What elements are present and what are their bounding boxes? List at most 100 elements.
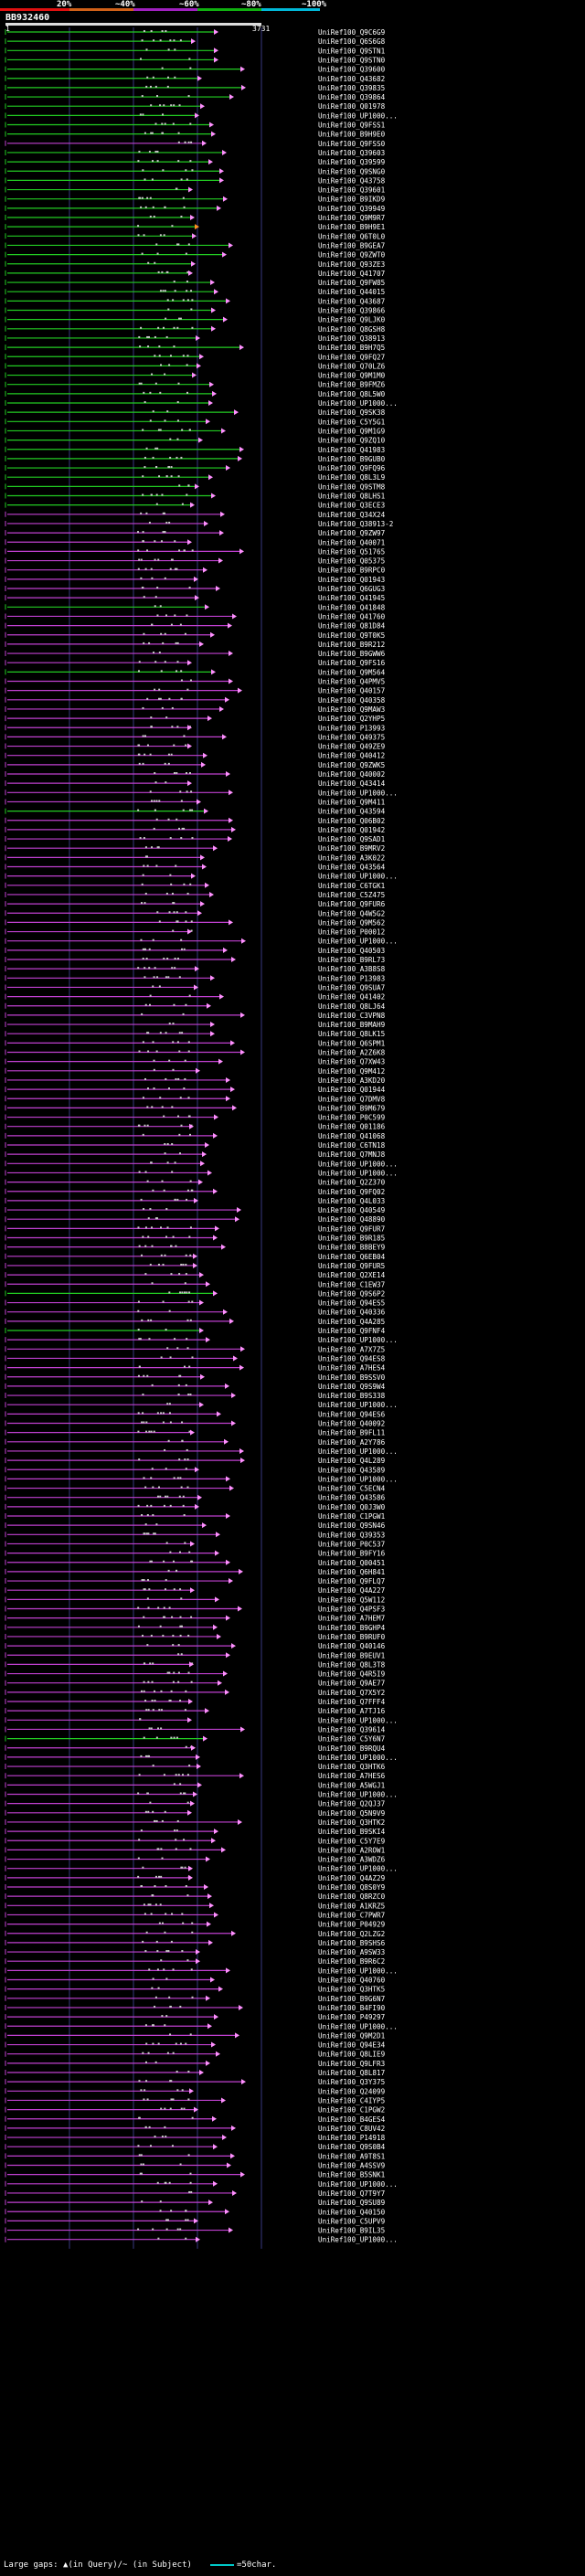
- hit-label: UniRef100_C4IYP5: [318, 2096, 385, 2104]
- hit-label: UniRef100_Q40503: [318, 947, 385, 955]
- gap-marker: [191, 1560, 194, 1563]
- gap-marker: [150, 1477, 153, 1479]
- gap-marker: [190, 790, 193, 793]
- gap-marker: [174, 567, 176, 570]
- hit-label: UniRef100_Q00451: [318, 1559, 386, 1567]
- gap-marker: [142, 531, 144, 534]
- hit-label: UniRef100_Q01944: [318, 1086, 386, 1094]
- hit-row: UniRef100_Q9M562: [5, 918, 385, 927]
- gap-marker: [150, 716, 153, 719]
- hit-row: UniRef100_Q7MNJ8: [5, 1150, 386, 1159]
- hit-arrow: [231, 957, 236, 962]
- gap-marker: [157, 429, 160, 431]
- gap-marker: [179, 1783, 182, 1786]
- hit-row: UniRef100_Q2Z370: [5, 1179, 386, 1187]
- hit-row: UniRef100_B9H9E0: [5, 131, 386, 139]
- hit-label: UniRef100_A7X7Z5: [318, 1345, 385, 1353]
- hit-label: UniRef100_Q4A285: [318, 1318, 385, 1326]
- hit-label: UniRef100_Q40336: [318, 1309, 386, 1317]
- hit-row: UniRef100_Q4L289: [5, 1457, 386, 1465]
- gap-marker: [180, 837, 183, 840]
- gap-marker: [144, 2089, 146, 2092]
- hit-label: UniRef100_Q40092: [318, 1420, 385, 1428]
- hit-row: UniRef100_Q0J3W0: [5, 1503, 386, 1511]
- hit-label: UniRef100_Q39866: [318, 307, 386, 315]
- hit-label: UniRef100_Q9FSS1: [318, 122, 386, 130]
- hit-label: UniRef100_Q9SN46: [318, 1521, 386, 1530]
- gap-marker: [137, 1625, 140, 1627]
- hit-row: UniRef100_Q9ZQ10: [5, 437, 386, 445]
- gap-marker: [151, 373, 154, 376]
- gap-marker: [180, 456, 183, 459]
- hit-row: UniRef100_Q9MAW3: [5, 705, 385, 714]
- hit-arrow: [199, 1299, 204, 1306]
- gap-marker: [161, 67, 164, 69]
- gap-marker: [185, 1254, 187, 1256]
- gap-marker: [144, 948, 146, 950]
- hit-row: UniRef100_B9GUB0: [5, 455, 386, 463]
- hit-label: UniRef100_Q9S0B4: [318, 2143, 386, 2151]
- gap-marker: [176, 567, 178, 570]
- hit-arrow: [214, 1829, 218, 1835]
- gap-marker: [177, 132, 180, 134]
- hit-row: UniRef100_A2ROW1: [5, 1846, 386, 1854]
- hit-arrow: [218, 1680, 222, 1686]
- gap-marker: [137, 1374, 140, 1377]
- gap-marker: [144, 401, 146, 403]
- gap-marker: [145, 85, 148, 88]
- hit-arrow: [196, 2236, 200, 2242]
- gap-marker: [169, 1551, 172, 1553]
- hit-arrow: [223, 316, 228, 323]
- hit-row: UniRef100_UP1000...: [5, 1336, 398, 1344]
- gap-marker: [185, 1273, 187, 1276]
- hit-arrow: [207, 2023, 212, 2030]
- hit-row: UniRef100_Q34X24: [5, 511, 386, 519]
- hit-row: UniRef100_C1PGW2: [5, 2106, 385, 2115]
- gap-marker: [189, 2181, 192, 2184]
- hit-row: UniRef100_Q40150: [5, 2208, 386, 2216]
- gap-marker: [141, 95, 144, 98]
- hit-label: UniRef100_Q4PMV5: [318, 678, 385, 686]
- hit-label: UniRef100_Q3HTK5: [318, 1986, 385, 1994]
- hit-label: UniRef100_Q9FLQ7: [318, 1577, 385, 1585]
- gap-marker: [189, 1848, 192, 1850]
- hit-row: UniRef100_Q9FS16: [5, 659, 386, 667]
- gap-marker: [151, 178, 154, 181]
- gap-marker: [157, 2237, 160, 2240]
- hit-label: UniRef100_B9IL35: [318, 2227, 385, 2235]
- hit-label: UniRef100_A2Y786: [318, 1438, 386, 1447]
- gap-marker: [177, 160, 180, 163]
- hit-arrow: [211, 131, 216, 137]
- gap-marker: [143, 1588, 145, 1591]
- hit-arrow: [191, 873, 196, 879]
- gap-marker: [184, 1282, 186, 1285]
- gap-marker: [146, 1032, 149, 1034]
- gap-marker: [139, 837, 142, 840]
- hit-label: UniRef100_C8UV42: [318, 2125, 385, 2133]
- gap-marker: [151, 1894, 154, 1897]
- hit-arrow: [231, 826, 236, 832]
- gap-marker: [152, 1041, 154, 1044]
- hit-arrow: [226, 1615, 230, 1621]
- gap-marker: [154, 781, 157, 784]
- hit-label: UniRef100_Q40760: [318, 1977, 386, 1985]
- gap-marker: [159, 1495, 162, 1498]
- gap-marker: [156, 614, 159, 617]
- gap-marker: [163, 1504, 165, 1507]
- hit-row: UniRef100_Q39614: [5, 1725, 386, 1733]
- hit-row: UniRef100_Q93ZE3: [5, 260, 385, 269]
- gap-marker: [138, 753, 141, 756]
- hit-label: UniRef100_Q9LFR3: [318, 2060, 385, 2068]
- hit-row: UniRef100_Q9M412: [5, 1067, 385, 1076]
- hit-arrow: [239, 2004, 243, 2010]
- gap-marker: [173, 1003, 176, 1006]
- gap-marker: [178, 827, 181, 830]
- gap-marker: [162, 290, 165, 292]
- gap-marker: [144, 2061, 147, 2063]
- gap-marker: [170, 475, 173, 478]
- gap-marker: [144, 902, 146, 905]
- hit-row: UniRef100_C5Z475: [5, 891, 385, 899]
- gap-marker: [145, 2080, 148, 2083]
- gap-marker: [184, 1059, 186, 1062]
- gap-marker: [143, 1903, 145, 1906]
